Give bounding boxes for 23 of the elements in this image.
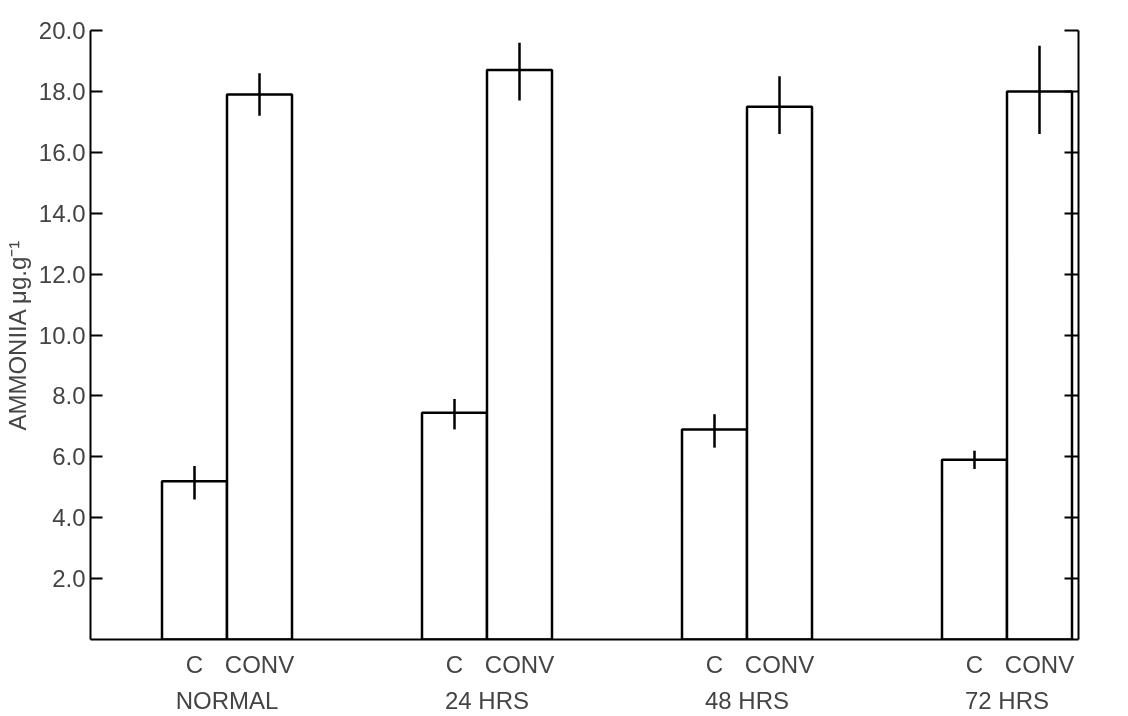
- text: 24 HRS: [444, 686, 530, 714]
- y-tick-label: 10.0: [38, 321, 86, 349]
- y-tick-label: 6.0: [52, 443, 86, 471]
- text: 72 HRS: [964, 686, 1050, 714]
- x-tick-label: C: [185, 650, 204, 678]
- x-tick-label: C: [705, 650, 724, 678]
- y-tick-label: 18.0: [38, 77, 86, 105]
- x-tick-label: CONV: [224, 650, 295, 678]
- y-tick-label: 8.0: [52, 382, 86, 410]
- y-axis-title: AMMONIIA μg.g⁻¹: [3, 240, 31, 431]
- y-tick-label: 2.0: [52, 565, 86, 593]
- y-tick-label: 4.0: [52, 504, 86, 532]
- x-tick-label: CONV: [744, 650, 815, 678]
- y-tick-label: 20.0: [38, 17, 86, 44]
- y-tick-label: 14.0: [38, 199, 86, 227]
- x-tick-label: C: [445, 650, 464, 678]
- y-tick-label: 12.0: [38, 260, 86, 288]
- x-tick-label: C: [965, 650, 984, 678]
- x-tick-label: CONV: [1004, 650, 1075, 678]
- y-tick-label: 16.0: [38, 138, 86, 166]
- text: 48 HRS: [704, 686, 790, 714]
- text: NORMAL: [175, 686, 279, 714]
- x-tick-label: CONV: [484, 650, 555, 678]
